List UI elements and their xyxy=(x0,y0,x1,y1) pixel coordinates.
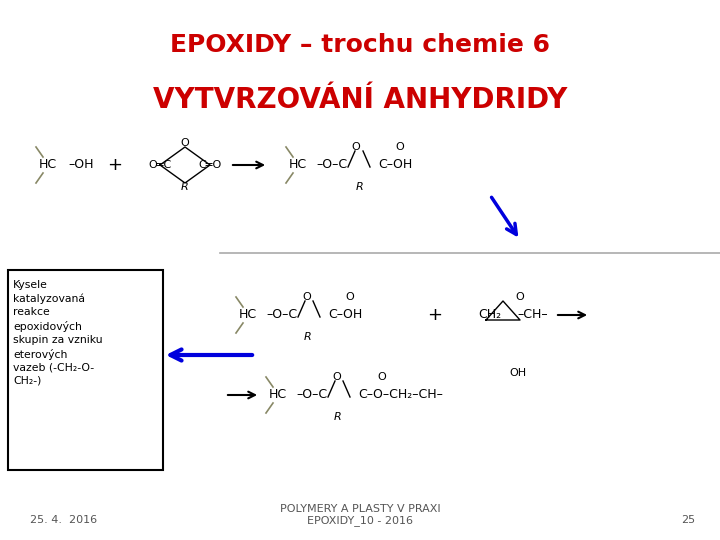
Text: HC: HC xyxy=(239,308,257,321)
Text: C–OH: C–OH xyxy=(378,159,413,172)
Text: R: R xyxy=(356,182,364,192)
Text: –O–C: –O–C xyxy=(266,308,297,321)
Text: 25. 4.  2016: 25. 4. 2016 xyxy=(30,515,97,525)
Text: HC: HC xyxy=(39,159,57,172)
Text: R: R xyxy=(304,332,312,342)
Text: O: O xyxy=(333,372,341,382)
Text: O: O xyxy=(351,142,361,152)
Text: R: R xyxy=(181,182,189,192)
Text: EPOXIDY – trochu chemie 6: EPOXIDY – trochu chemie 6 xyxy=(170,33,550,57)
Text: VYTVRZOVÁNÍ ANHYDRIDY: VYTVRZOVÁNÍ ANHYDRIDY xyxy=(153,86,567,114)
Text: –CH–: –CH– xyxy=(517,308,548,321)
Text: 25: 25 xyxy=(681,515,695,525)
Text: C–OH: C–OH xyxy=(328,308,362,321)
Text: R: R xyxy=(334,412,342,422)
Text: HC: HC xyxy=(269,388,287,402)
Bar xyxy=(8,270,163,470)
Text: O: O xyxy=(395,142,405,152)
Text: –OH: –OH xyxy=(68,159,94,172)
Text: O: O xyxy=(346,292,354,302)
Text: CH₂: CH₂ xyxy=(478,308,502,321)
Text: OH: OH xyxy=(510,368,526,378)
Text: C═O: C═O xyxy=(199,160,222,170)
Text: POLYMERY A PLASTY V PRAXI
EPOXIDY_10 - 2016: POLYMERY A PLASTY V PRAXI EPOXIDY_10 - 2… xyxy=(279,504,441,526)
Text: Kysele
katalyzovaná
reakce
epoxidových
skupin za vzniku
eterových
vazeb (-CH₂-O-: Kysele katalyzovaná reakce epoxidových s… xyxy=(13,280,103,386)
Text: –O–C: –O–C xyxy=(316,159,347,172)
Text: +: + xyxy=(107,156,122,174)
Text: +: + xyxy=(428,306,443,324)
Text: –O–C: –O–C xyxy=(296,388,327,402)
Text: C–O–CH₂–CH–: C–O–CH₂–CH– xyxy=(358,388,443,402)
Text: O: O xyxy=(516,292,524,302)
Text: O═C: O═C xyxy=(148,160,171,170)
Text: HC: HC xyxy=(289,159,307,172)
Text: O: O xyxy=(302,292,311,302)
Text: O: O xyxy=(181,138,189,148)
Text: O: O xyxy=(377,372,387,382)
